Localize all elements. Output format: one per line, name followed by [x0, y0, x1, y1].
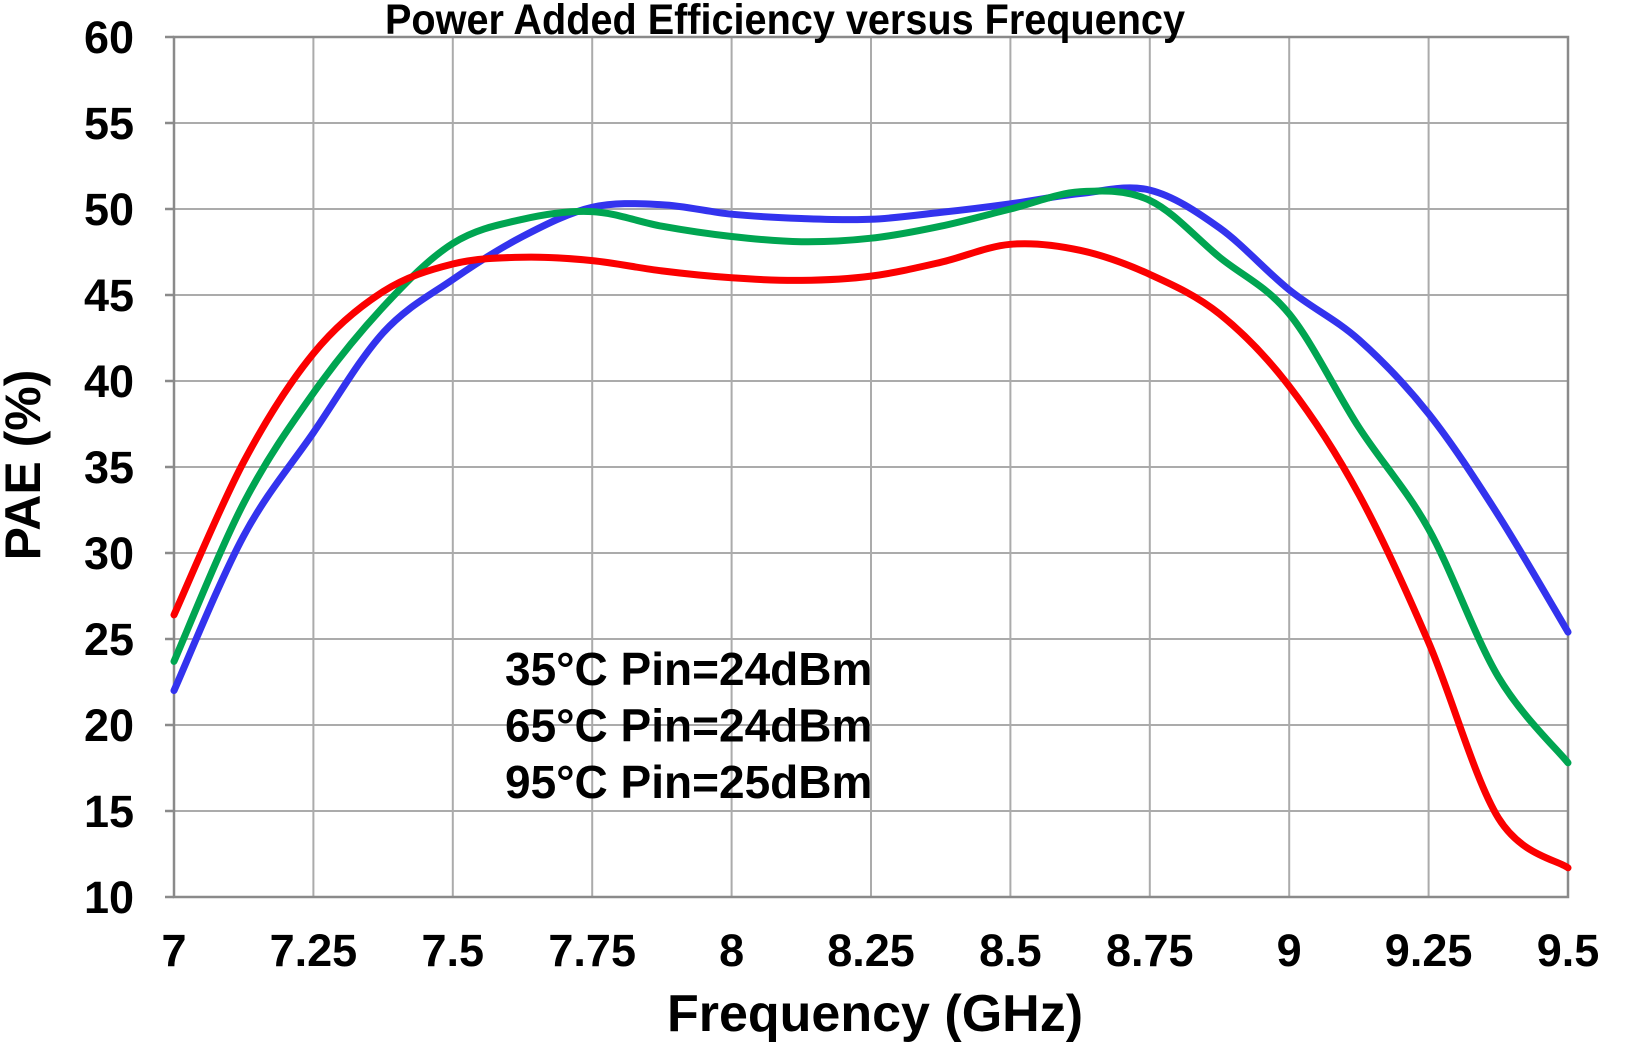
x-tick-label: 7.5	[422, 925, 485, 976]
x-tick-label: 7.25	[270, 925, 358, 976]
chart-title: Power Added Efficiency versus Frequency	[385, 0, 1185, 44]
y-tick-label: 40	[84, 356, 134, 407]
axis-tick-labels: 7 7.25 7.5 7.75 8 8.25 8.5 8.75 9 9.25 9.5 60 55 50 45…	[84, 12, 1599, 976]
data-curves	[170, 184, 1572, 872]
y-tick-label: 45	[84, 270, 134, 321]
y-tick-marks	[165, 35, 174, 899]
legend-entry-95c: 95°C Pin=25dBm	[505, 756, 872, 808]
legend-entry-65c: 65°C Pin=24dBm	[505, 700, 872, 752]
y-tick-label: 15	[84, 786, 134, 837]
x-tick-label: 7.75	[548, 925, 636, 976]
y-tick-label: 30	[84, 528, 134, 579]
x-tick-label: 7	[161, 925, 186, 976]
x-axis-label: Frequency (GHz)	[667, 985, 1083, 1043]
y-axis-label: PAE (%)	[0, 370, 51, 561]
x-tick-label: 9	[1277, 925, 1302, 976]
y-tick-label: 25	[84, 614, 134, 665]
x-tick-label: 9.25	[1385, 925, 1473, 976]
x-tick-label: 9.5	[1537, 925, 1600, 976]
x-tick-label: 8	[719, 925, 744, 976]
curve-35c-blue	[170, 184, 1572, 695]
y-tick-label: 35	[84, 442, 134, 493]
y-tick-label: 60	[84, 12, 134, 63]
x-tick-label: 8.25	[827, 925, 915, 976]
y-tick-label: 20	[84, 700, 134, 751]
y-tick-label: 10	[84, 872, 134, 923]
y-tick-label: 55	[84, 98, 134, 149]
curve-95c-red	[170, 240, 1572, 872]
curve-65c-green	[170, 187, 1572, 767]
x-tick-label: 8.75	[1106, 925, 1194, 976]
y-tick-label: 50	[84, 184, 134, 235]
legend-entry-35c: 35°C Pin=24dBm	[505, 643, 872, 695]
x-tick-label: 8.5	[979, 925, 1042, 976]
